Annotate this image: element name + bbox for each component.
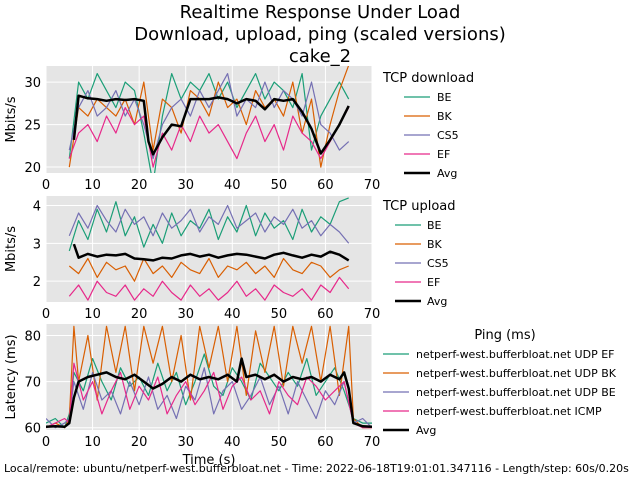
footer-metadata: Local/remote: ubuntu/netperf-west.buffer… bbox=[4, 462, 629, 475]
legend-entry: BK bbox=[437, 110, 453, 123]
legend-entry: netperf-west.bufferbloat.net UDP EF bbox=[416, 348, 615, 361]
x-tick-label: 20 bbox=[131, 178, 148, 193]
series-line-be bbox=[68, 72, 350, 173]
x-tick-label: 40 bbox=[224, 307, 241, 322]
y-tick-label: 30 bbox=[24, 76, 41, 91]
x-tick-label: 10 bbox=[84, 435, 101, 450]
series-line-avg bbox=[72, 94, 350, 156]
legend-entry: BE bbox=[437, 91, 452, 104]
legend-title: Ping (ms) bbox=[474, 328, 535, 343]
legend-entry: EF bbox=[427, 276, 440, 289]
x-tick-label: 30 bbox=[177, 435, 194, 450]
series-line-netperf-west-bufferbloat-net-udp-be bbox=[46, 367, 372, 429]
chart-title: Realtime Response Under Load bbox=[179, 2, 461, 23]
y-tick-label: 60 bbox=[24, 422, 41, 437]
legend-entry: CS5 bbox=[437, 129, 459, 142]
plot-background bbox=[46, 66, 372, 173]
x-tick-label: 40 bbox=[224, 178, 241, 193]
x-tick-label: 70 bbox=[364, 178, 381, 193]
y-tick-label: 3 bbox=[33, 237, 41, 252]
x-tick-label: 0 bbox=[42, 307, 50, 322]
x-tick-label: 0 bbox=[42, 435, 50, 450]
x-tick-label: 20 bbox=[131, 435, 148, 450]
x-tick-label: 40 bbox=[224, 435, 241, 450]
x-tick-label: 70 bbox=[364, 307, 381, 322]
y-tick-label: 25 bbox=[24, 119, 41, 134]
series-line-netperf-west-bufferbloat-net-icmp bbox=[46, 362, 372, 429]
chart-subtitle: Download, upload, ping (scaled versions) bbox=[134, 24, 506, 45]
legend-entry: netperf-west.bufferbloat.net UDP BE bbox=[416, 386, 616, 399]
series-line-ef bbox=[68, 106, 350, 168]
panel-download: 0 10 20 30 40 50 60 70 20 25 30 Mbits/s TCP download… bbox=[4, 66, 474, 193]
x-tick-label: 20 bbox=[131, 307, 148, 322]
series-line-bk bbox=[68, 257, 349, 282]
series-line-netperf-west-bufferbloat-net-udp-bk bbox=[46, 325, 372, 429]
legend-title: TCP upload bbox=[382, 199, 456, 214]
series-line-cs5 bbox=[68, 72, 350, 160]
series-line-be bbox=[68, 197, 349, 252]
legend-entry: CS5 bbox=[427, 257, 449, 270]
x-tick-label: 50 bbox=[271, 435, 288, 450]
series-line-cs5 bbox=[68, 204, 350, 244]
y-tick-label: 70 bbox=[24, 376, 41, 391]
legend-entry: netperf-west.bufferbloat.net UDP BK bbox=[416, 367, 617, 380]
y-tick-label: 4 bbox=[33, 199, 41, 214]
legend-entry: Avg bbox=[427, 295, 447, 308]
x-tick-label: 60 bbox=[317, 307, 334, 322]
legend-entry: Avg bbox=[437, 167, 457, 180]
y-axis-label: Latency (ms) bbox=[4, 334, 19, 419]
y-tick-label: 2 bbox=[33, 275, 41, 290]
legend-entry: BE bbox=[427, 219, 442, 232]
y-axis-label: Mbits/s bbox=[4, 96, 19, 142]
series-line-netperf-west-bufferbloat-net-udp-ef bbox=[46, 353, 372, 429]
x-tick-label: 70 bbox=[364, 435, 381, 450]
x-tick-label: 30 bbox=[177, 307, 194, 322]
panel-upload: 0 10 20 30 40 50 60 70 2 3 4 Mbits/s TCP upload BE BK C… bbox=[4, 196, 456, 322]
series-line-ef bbox=[68, 276, 350, 301]
legend-entry: Avg bbox=[416, 424, 436, 437]
series-line-avg bbox=[46, 357, 372, 429]
y-tick-label: 20 bbox=[24, 161, 41, 176]
x-tick-label: 60 bbox=[317, 178, 334, 193]
y-axis-label: Mbits/s bbox=[4, 226, 19, 272]
x-tick-label: 50 bbox=[271, 178, 288, 193]
legend-entry: BK bbox=[427, 238, 443, 251]
chart-run-name: cake_2 bbox=[288, 46, 352, 67]
x-axis-label: Time (s) bbox=[182, 453, 236, 468]
legend-entry: EF bbox=[437, 148, 450, 161]
x-tick-label: 0 bbox=[42, 178, 50, 193]
x-tick-label: 30 bbox=[177, 178, 194, 193]
x-tick-label: 50 bbox=[271, 307, 288, 322]
series-group bbox=[68, 197, 350, 301]
series-group bbox=[46, 325, 372, 429]
x-tick-label: 10 bbox=[84, 178, 101, 193]
series-line-avg bbox=[72, 243, 350, 262]
series-group bbox=[68, 66, 350, 173]
legend-entry: netperf-west.bufferbloat.net ICMP bbox=[416, 405, 602, 418]
x-tick-label: 10 bbox=[84, 307, 101, 322]
y-tick-label: 80 bbox=[24, 330, 41, 345]
panel-ping: 0 10 20 30 40 50 60 70 60 70 80 Latency (ms) Time (s… bbox=[4, 324, 617, 468]
legend-title: TCP download bbox=[382, 71, 474, 86]
x-tick-label: 60 bbox=[317, 435, 334, 450]
